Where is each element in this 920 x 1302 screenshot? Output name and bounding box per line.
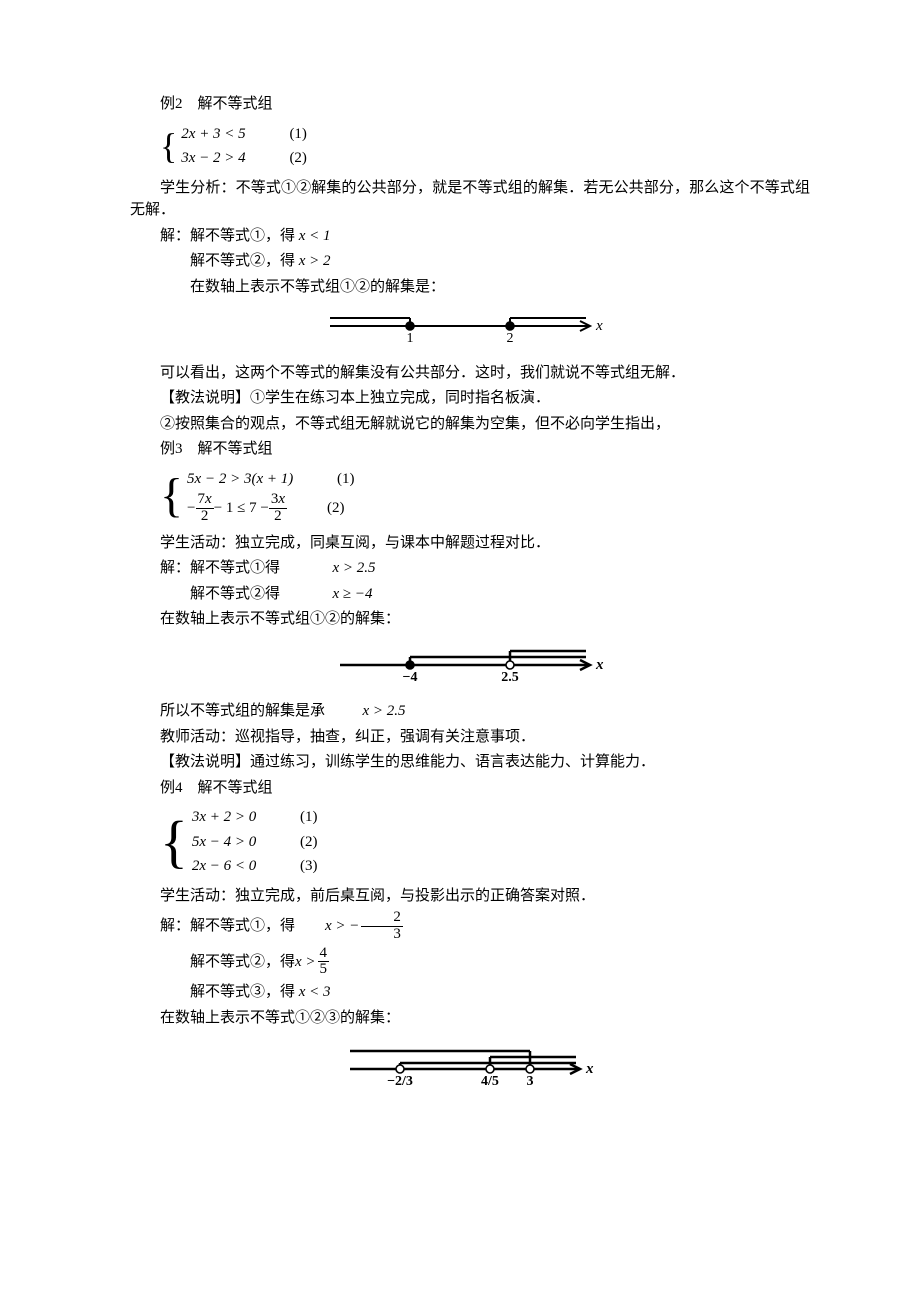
left-brace-icon: { (160, 813, 188, 871)
ex2-sol1: 解：解不等式①，得 x < 1 (130, 225, 810, 248)
svg-text:x: x (595, 657, 604, 673)
ex2-sol2: 解不等式②，得 x > 2 (130, 250, 810, 273)
ex3-sol1: 解：解不等式①得 x > 2.5 (130, 557, 810, 580)
ex4-sol3: 解不等式③，得 x < 3 (130, 981, 810, 1004)
ex3-numberline: x −4 2.5 (130, 635, 810, 693)
ex2-line6: 可以看出，这两个不等式的解集没有公共部分．这时，我们就说不等式组无解． (130, 362, 810, 385)
ex4-sol1: 解：解不等式①，得 x > − 23 (130, 910, 810, 943)
ex4-eq1: 3x + 2 > 0 (1) (192, 805, 380, 830)
ex3-eq1: 5x − 2 > 3(x + 1) (1) (187, 467, 417, 492)
ex3-activity: 学生活动：独立完成，同桌互阅，与课本中解题过程对比． (130, 532, 810, 555)
ex4-activity: 学生活动：独立完成，前后桌互阅，与投影出示的正确答案对照． (130, 885, 810, 908)
ex2-line5: 在数轴上表示不等式组①②的解集是： (130, 276, 810, 299)
ex3-teacher: 教师活动：巡视指导，抽查，纠正，强调有关注意事项． (130, 726, 810, 749)
svg-text:x: x (585, 1061, 594, 1077)
ex2-analysis: 学生分析：不等式①②解集的公共部分，就是不等式组的解集．若无公共部分，那么这个不… (130, 177, 810, 222)
left-brace-icon: { (160, 128, 177, 164)
ex4-sol2: 解不等式②，得 x > 45 (130, 946, 810, 979)
ex3-system: { 5x − 2 > 3(x + 1) (1) − 7x2 − 1 ≤ 7 − … (130, 467, 810, 526)
svg-text:x: x (595, 318, 603, 334)
svg-text:−4: −4 (403, 670, 418, 685)
ex2-system: { 2x + 3 < 5 (1) 3x − 2 > 4 (2) (130, 122, 810, 171)
ex4-line5: 在数轴上表示不等式①②③的解集： (130, 1007, 810, 1030)
ex2-title: 例2 解不等式组 (130, 93, 810, 116)
svg-text:4/5: 4/5 (481, 1074, 499, 1089)
svg-text:2.5: 2.5 (501, 670, 519, 685)
ex3-line5: 在数轴上表示不等式组①②的解集： (130, 608, 810, 631)
ex4-title: 例4 解不等式组 (130, 777, 810, 800)
ex3-eq2: − 7x2 − 1 ≤ 7 − 3x2 (2) (187, 491, 417, 526)
svg-text:3: 3 (527, 1074, 534, 1089)
svg-text:−2/3: −2/3 (387, 1074, 413, 1089)
ex4-eq2: 5x − 4 > 0 (2) (192, 830, 380, 855)
ex3-note: 【教法说明】通过练习，训练学生的思维能力、语言表达能力、计算能力． (130, 751, 810, 774)
ex3-sol2: 解不等式②得 x ≥ −4 (130, 583, 810, 606)
ex2-eq2: 3x − 2 > 4 (2) (181, 146, 369, 171)
ex4-system: { 3x + 2 > 0 (1) 5x − 4 > 0 (2) 2x − 6 <… (130, 805, 810, 879)
ex2-note2: ②按照集合的观点，不等式组无解就说它的解集为空集，但不必向学生指出， (130, 413, 810, 436)
svg-text:2: 2 (507, 331, 514, 346)
ex4-numberline: x −2/3 4/5 3 (130, 1033, 810, 1097)
svg-text:1: 1 (407, 331, 414, 346)
ex3-title: 例3 解不等式组 (130, 438, 810, 461)
ex4-eq3: 2x − 6 < 0 (3) (192, 854, 380, 879)
ex2-note1: 【教法说明】①学生在练习本上独立完成，同时指名板演． (130, 387, 810, 410)
ex2-numberline: x 1 2 (130, 302, 810, 354)
ex3-line6: 所以不等式组的解集是承 x > 2.5 (130, 700, 810, 723)
left-brace-icon: { (160, 472, 183, 520)
ex2-eq1: 2x + 3 < 5 (1) (181, 122, 369, 147)
